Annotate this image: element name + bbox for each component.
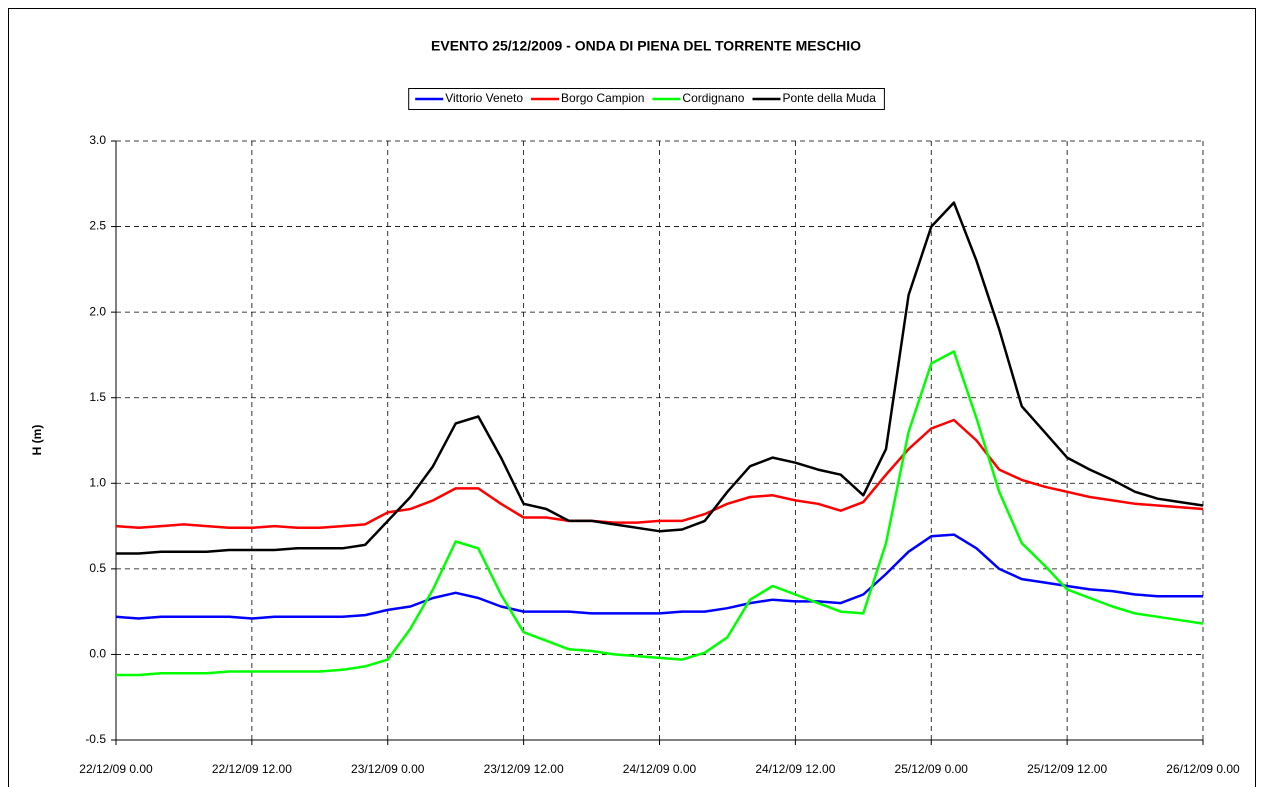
y-tick-label: 3.0	[89, 133, 106, 147]
x-tick-label: 24/12/09 12.00	[755, 762, 835, 776]
legend-label: Borgo Campion	[561, 91, 644, 105]
y-tick-label: 0.0	[89, 647, 106, 661]
legend-box	[408, 88, 885, 110]
x-tick-label: 22/12/09 12.00	[212, 762, 292, 776]
legend-label: Cordignano	[682, 91, 744, 105]
series-line	[116, 350, 1204, 677]
legend-label: Ponte della Muda	[782, 91, 876, 105]
y-tick-label: 2.5	[89, 219, 106, 233]
y-tick-label: 1.5	[89, 390, 106, 404]
x-tick-label: 23/12/09 12.00	[484, 762, 564, 776]
y-tick-label: 2.0	[89, 304, 106, 318]
x-tick-label: 25/12/09 12.00	[1027, 762, 1107, 776]
series-line	[115, 533, 1203, 620]
y-tick-label: -0.5	[85, 732, 106, 746]
x-tick-label: 22/12/09 0.00	[79, 762, 153, 776]
series-line	[116, 201, 1204, 555]
chart-title: EVENTO 25/12/2009 - ONDA DI PIENA DEL TO…	[431, 38, 861, 54]
x-tick-label: 23/12/09 0.00	[351, 762, 425, 776]
y-axis-title: H (m)	[30, 425, 44, 456]
x-tick-label: 24/12/09 0.00	[623, 762, 697, 776]
y-tick-label: 0.5	[89, 561, 106, 575]
x-tick-label: 26/12/09 0.00	[1166, 762, 1240, 776]
legend: Vittorio Veneto Borgo Campion Cordignano Po…	[408, 88, 885, 110]
legend-label: Vittorio Veneto	[445, 91, 523, 105]
x-tick-label: 25/12/09 0.00	[895, 762, 969, 776]
y-tick-label: 1.0	[89, 475, 106, 489]
series-line	[115, 418, 1204, 530]
